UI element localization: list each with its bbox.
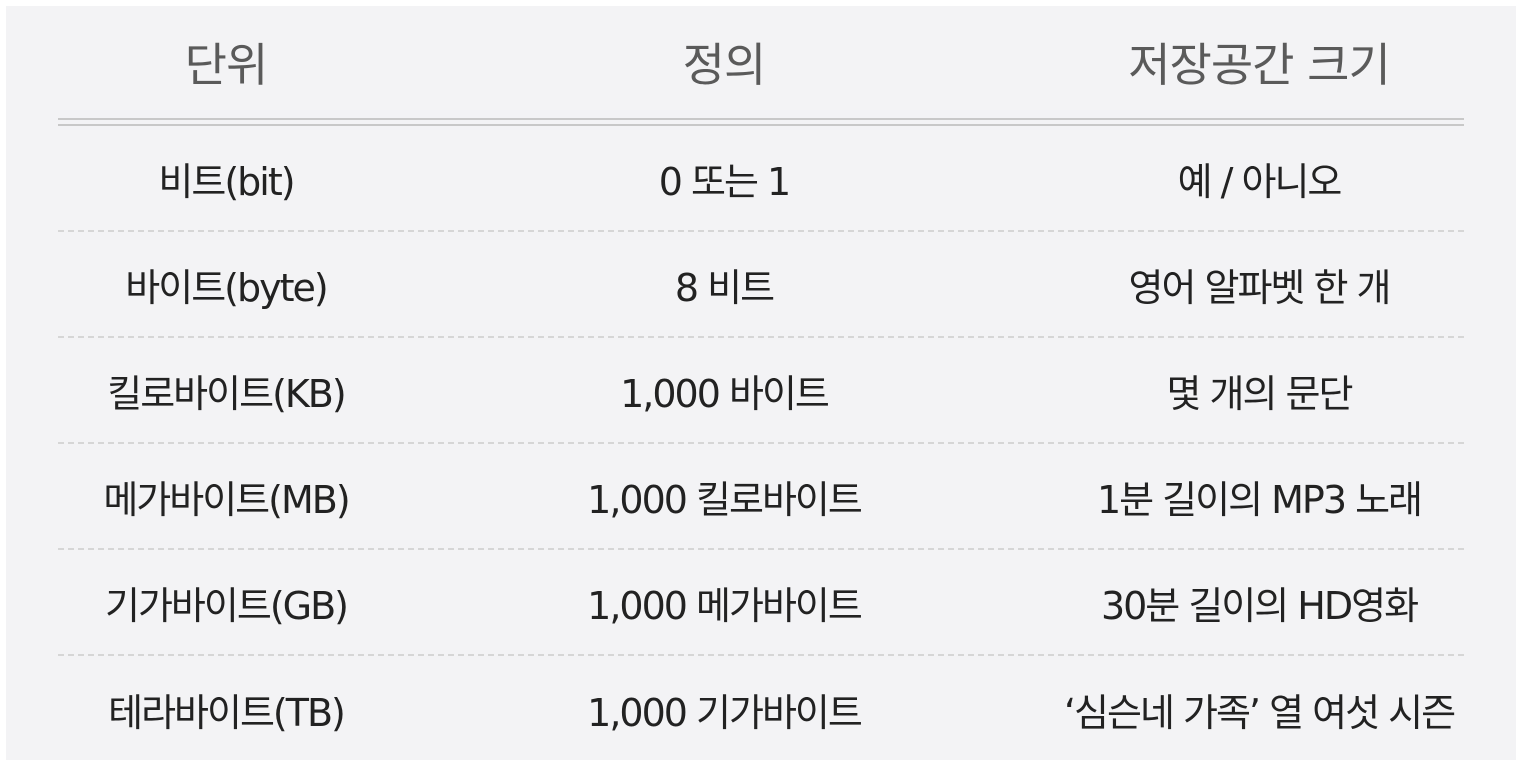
table-panel: 단위 정의 저장공간 크기 비트(bit) 0 또는 1 예 / 아니오 바이트… <box>6 6 1516 760</box>
definition-cell: 0 또는 1 <box>658 159 791 204</box>
storage-size-cell: 몇 개의 문단 <box>1166 371 1354 416</box>
definition-cell: 1,000 킬로바이트 <box>587 477 863 522</box>
definition-cell: 1,000 바이트 <box>620 371 830 416</box>
table-row: 테라바이트(TB) 1,000 기가바이트 ‘심슨네 가족’ 열 여섯 시즌 <box>58 656 1464 762</box>
storage-size-cell: 1분 길이의 MP3 노래 <box>1096 477 1423 522</box>
storage-size-cell: 영어 알파벳 한 개 <box>1128 265 1392 310</box>
table-header-row: 단위 정의 저장공간 크기 <box>58 6 1464 118</box>
definition-cell: 1,000 메가바이트 <box>587 583 863 628</box>
unit-cell: 메가바이트(MB) <box>103 477 350 522</box>
header-definition: 정의 <box>682 38 767 92</box>
unit-cell: 바이트(byte) <box>125 265 328 310</box>
definition-cell: 8 비트 <box>674 265 775 310</box>
unit-cell: 기가바이트(GB) <box>105 583 349 628</box>
storage-size-cell: 30분 길이의 HD영화 <box>1100 583 1419 628</box>
header-divider <box>58 118 1464 126</box>
unit-cell: 킬로바이트(KB) <box>107 371 346 416</box>
header-unit: 단위 <box>184 38 269 92</box>
table-row: 킬로바이트(KB) 1,000 바이트 몇 개의 문단 <box>58 338 1464 444</box>
table-row: 비트(bit) 0 또는 1 예 / 아니오 <box>58 126 1464 232</box>
table-row: 기가바이트(GB) 1,000 메가바이트 30분 길이의 HD영화 <box>58 550 1464 656</box>
unit-cell: 테라바이트(TB) <box>108 690 346 735</box>
table-row: 메가바이트(MB) 1,000 킬로바이트 1분 길이의 MP3 노래 <box>58 444 1464 550</box>
data-units-table: 단위 정의 저장공간 크기 비트(bit) 0 또는 1 예 / 아니오 바이트… <box>58 6 1464 762</box>
unit-cell: 비트(bit) <box>158 159 295 204</box>
table-row: 바이트(byte) 8 비트 영어 알파벳 한 개 <box>58 232 1464 338</box>
storage-size-cell: 예 / 아니오 <box>1177 159 1343 204</box>
storage-size-cell: ‘심슨네 가족’ 열 여섯 시즌 <box>1063 690 1456 735</box>
definition-cell: 1,000 기가바이트 <box>587 690 863 735</box>
header-storage-size: 저장공간 크기 <box>1128 38 1391 92</box>
